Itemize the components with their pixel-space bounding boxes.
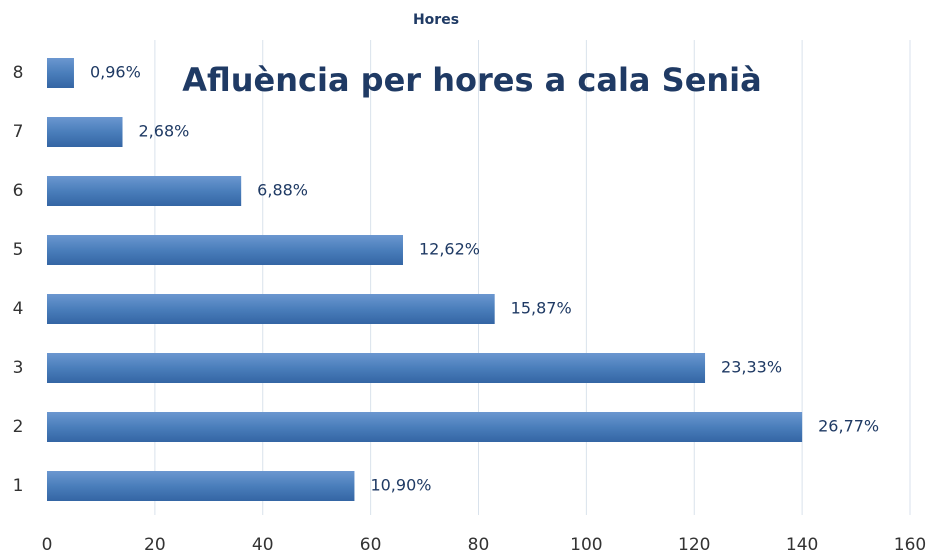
- x-tick-label: 100: [570, 535, 602, 555]
- y-tick-label: 6: [13, 181, 24, 201]
- y-tick-label: 8: [13, 63, 24, 83]
- chart-title: Afluència per hores a cala Senià: [182, 61, 761, 99]
- y-tick-label: 1: [13, 476, 24, 496]
- x-tick-label: 60: [360, 535, 382, 555]
- data-label: 6,88%: [257, 181, 308, 200]
- x-tick-label: 40: [252, 535, 274, 555]
- data-label: 0,96%: [90, 63, 141, 82]
- bar: [47, 412, 803, 442]
- y-tick-label: 5: [13, 240, 24, 260]
- data-label: 26,77%: [818, 417, 879, 436]
- x-tick-label: 80: [468, 535, 490, 555]
- x-tick-label: 20: [144, 535, 166, 555]
- data-label: 10,90%: [370, 476, 431, 495]
- bar: [47, 117, 123, 147]
- data-label: 2,68%: [139, 122, 190, 141]
- x-tick-label: 0: [42, 535, 53, 555]
- bar: [47, 176, 242, 206]
- bar: [47, 58, 74, 88]
- header: Hores: [413, 12, 459, 28]
- bar: [47, 235, 403, 265]
- y-tick-label: 3: [13, 358, 24, 378]
- data-label: 23,33%: [721, 358, 782, 377]
- x-tick-label: 160: [894, 535, 926, 555]
- y-tick-label: 7: [13, 122, 24, 142]
- y-tick-label: 2: [13, 417, 24, 437]
- bar: [47, 471, 355, 501]
- data-label: 15,87%: [511, 299, 572, 318]
- data-label: 12,62%: [419, 240, 480, 259]
- x-tick-label: 120: [678, 535, 710, 555]
- bar: [47, 294, 495, 324]
- y-tick-label: 4: [13, 299, 24, 319]
- bar: [47, 353, 706, 383]
- x-tick-label: 140: [786, 535, 818, 555]
